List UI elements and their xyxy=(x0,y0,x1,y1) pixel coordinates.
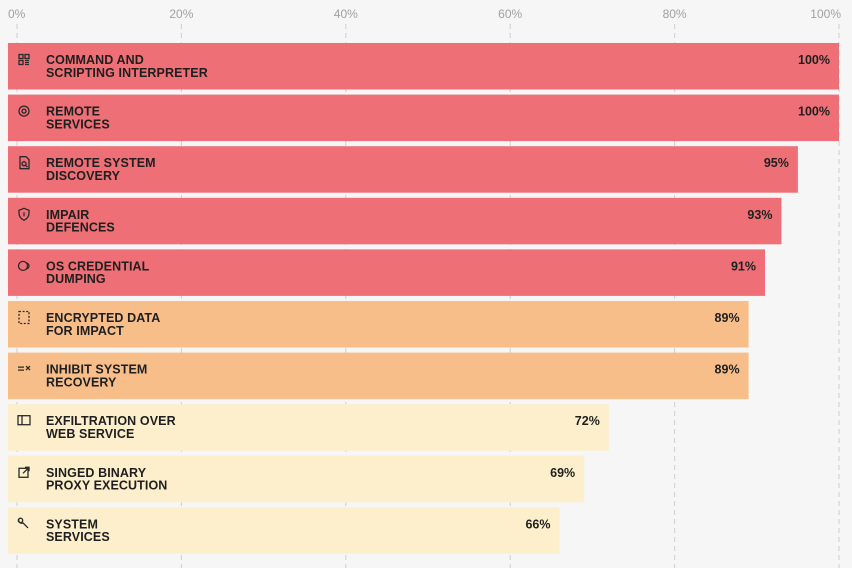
value-label: 72% xyxy=(575,414,600,428)
value-label: 95% xyxy=(764,156,789,170)
category-label: INHIBIT SYSTEM xyxy=(46,363,147,377)
value-label: 69% xyxy=(550,466,575,480)
bar xyxy=(8,352,749,400)
category-label: DUMPING xyxy=(46,272,106,286)
value-label: 100% xyxy=(798,53,830,67)
encrypted-file-icon xyxy=(18,310,30,325)
category-label: ENCRYPTED DATA xyxy=(46,311,160,325)
key-icon xyxy=(17,260,30,272)
category-label: REMOTE xyxy=(46,105,100,119)
category-label: FOR IMPACT xyxy=(46,324,124,338)
x-tick-label: 40% xyxy=(334,7,358,21)
category-label: SERVICES xyxy=(46,117,110,131)
search-file-icon xyxy=(19,156,30,170)
value-label: 89% xyxy=(715,363,740,377)
recovery-icon xyxy=(18,365,31,371)
category-label: WEB SERVICE xyxy=(46,427,134,441)
value-label: 100% xyxy=(798,105,830,119)
wrench-icon xyxy=(17,517,29,529)
value-label: 89% xyxy=(715,311,740,325)
remote-icon xyxy=(18,105,30,117)
proxy-icon xyxy=(18,466,30,478)
bar xyxy=(8,94,839,142)
category-label: EXFILTRATION OVER xyxy=(46,414,176,428)
terminal-icon xyxy=(18,53,30,66)
bar xyxy=(8,507,560,554)
bar xyxy=(8,43,839,90)
category-label: SINGED BINARY xyxy=(46,466,147,480)
x-tick-label: 0% xyxy=(8,7,26,21)
category-label: IMPAIR xyxy=(46,208,89,222)
category-label: DEFENCES xyxy=(46,221,115,235)
bar xyxy=(8,404,609,451)
x-tick-label: 20% xyxy=(169,7,193,21)
category-label: COMMAND AND xyxy=(46,53,144,67)
web-window-icon xyxy=(17,415,31,426)
category-label: RECOVERY xyxy=(46,375,117,389)
bar xyxy=(8,197,782,245)
category-label: SERVICES xyxy=(46,530,110,544)
category-label: DISCOVERY xyxy=(46,169,121,183)
bar xyxy=(8,301,749,348)
bar xyxy=(8,455,585,503)
bar xyxy=(8,249,766,296)
x-tick-label: 60% xyxy=(498,7,522,21)
value-label: 93% xyxy=(747,208,772,222)
category-label: REMOTE SYSTEM xyxy=(46,156,156,170)
category-label: SYSTEM xyxy=(46,517,98,531)
x-tick-label: 80% xyxy=(663,7,687,21)
category-label: SCRIPTING INTERPRETER xyxy=(46,66,208,80)
value-label: 66% xyxy=(525,517,550,531)
shield-icon xyxy=(18,207,30,222)
x-tick-label: 100% xyxy=(810,7,841,21)
category-label: OS CREDENTIAL xyxy=(46,259,150,273)
bar xyxy=(8,146,798,193)
value-label: 91% xyxy=(731,259,756,273)
category-label: PROXY EXECUTION xyxy=(46,479,167,493)
